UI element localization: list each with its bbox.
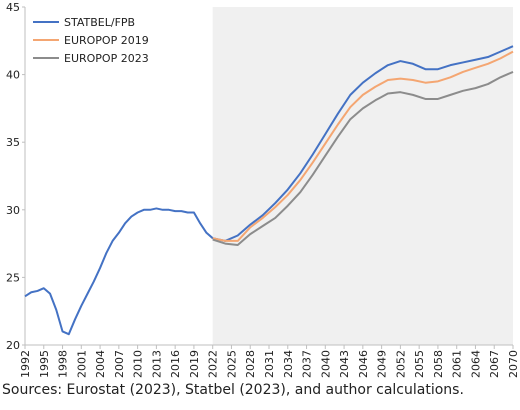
x-tick-label: 1995 bbox=[38, 350, 51, 378]
y-tick-label: 45 bbox=[6, 1, 20, 14]
x-tick-label: 2067 bbox=[488, 350, 501, 378]
x-tick-label: 2052 bbox=[394, 350, 407, 378]
y-tick-label: 35 bbox=[6, 136, 20, 149]
legend-label: EUROPOP 2019 bbox=[64, 34, 149, 47]
x-tick-label: 2034 bbox=[282, 350, 295, 378]
x-tick-label: 2043 bbox=[338, 350, 351, 378]
legend-label: EUROPOP 2023 bbox=[64, 52, 149, 65]
x-tick-label: 2019 bbox=[188, 350, 201, 378]
x-tick-label: 2016 bbox=[169, 350, 182, 378]
y-tick-label: 30 bbox=[6, 204, 20, 217]
x-tick-label: 2022 bbox=[207, 350, 220, 378]
y-tick-label: 20 bbox=[6, 339, 20, 352]
series-line bbox=[212, 50, 514, 242]
source-note: Sources: Eurostat (2023), Statbel (2023)… bbox=[2, 382, 464, 398]
x-tick-label: 2037 bbox=[301, 350, 314, 378]
x-tick-label: 1998 bbox=[57, 350, 70, 378]
projection-shade bbox=[212, 7, 513, 345]
y-tick-label: 40 bbox=[6, 69, 20, 82]
x-tick-label: 2055 bbox=[413, 350, 426, 378]
x-tick-label: 2046 bbox=[357, 350, 370, 378]
series-line bbox=[24, 45, 514, 336]
x-tick-label: 2013 bbox=[150, 350, 163, 378]
x-tick-label: 2070 bbox=[507, 350, 520, 378]
x-tick-label: 2010 bbox=[132, 350, 145, 378]
legend-label: STATBEL/FPB bbox=[64, 16, 135, 29]
x-tick-label: 2049 bbox=[376, 350, 389, 378]
x-tick-label: 2025 bbox=[225, 350, 238, 378]
y-tick-label: 25 bbox=[6, 271, 20, 284]
x-tick-label: 2058 bbox=[432, 350, 445, 378]
x-tick-label: 2061 bbox=[451, 350, 464, 378]
x-tick-label: 2040 bbox=[319, 350, 332, 378]
x-tick-label: 2001 bbox=[75, 350, 88, 378]
x-tick-label: 1992 bbox=[19, 350, 32, 378]
x-tick-label: 2064 bbox=[469, 350, 482, 378]
x-tick-label: 2031 bbox=[263, 350, 276, 378]
x-tick-label: 2007 bbox=[113, 350, 126, 378]
x-tick-label: 2028 bbox=[244, 350, 257, 378]
series-line bbox=[212, 70, 514, 246]
x-tick-label: 2004 bbox=[94, 350, 107, 378]
